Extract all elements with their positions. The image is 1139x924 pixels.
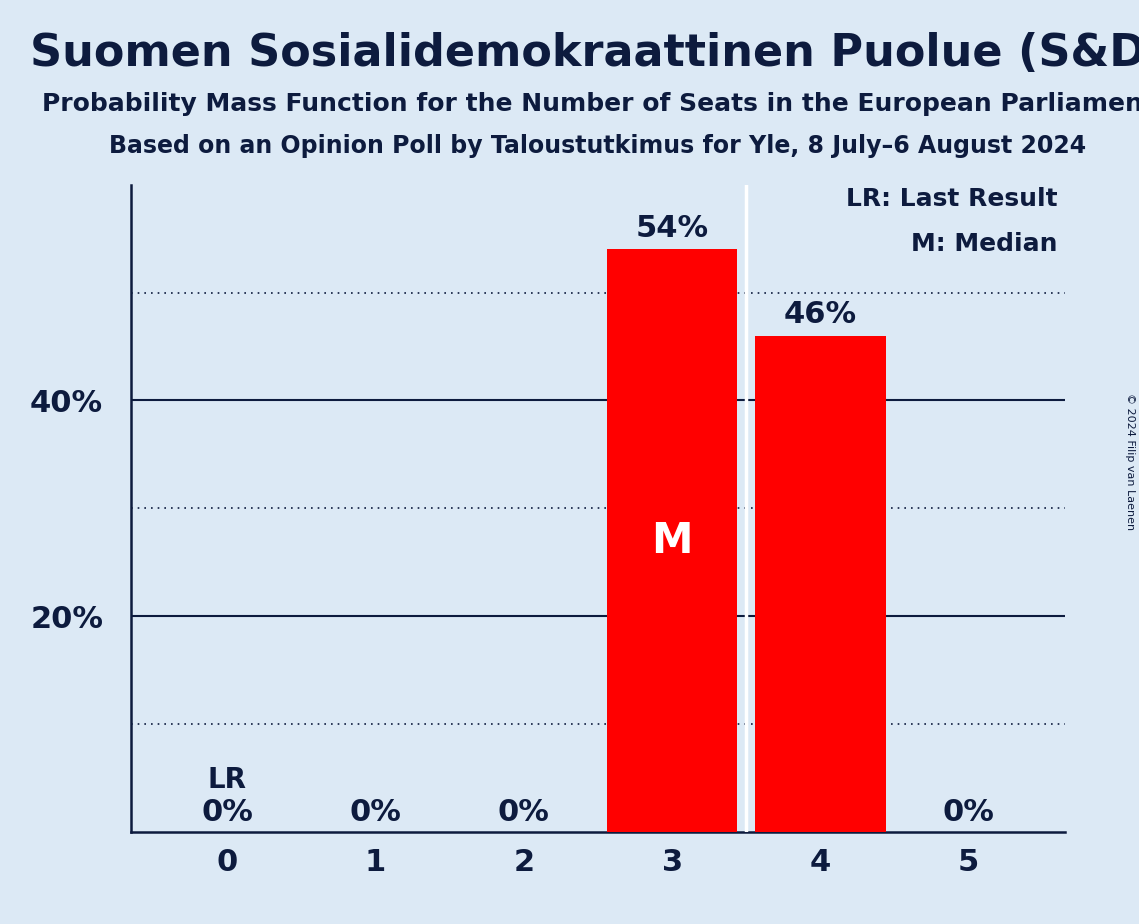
Text: 0%: 0%	[202, 797, 253, 827]
Text: 46%: 46%	[784, 300, 857, 329]
Text: 0%: 0%	[498, 797, 550, 827]
Text: © 2024 Filip van Laenen: © 2024 Filip van Laenen	[1125, 394, 1134, 530]
Text: M: Median: M: Median	[911, 232, 1057, 256]
Text: LR: Last Result: LR: Last Result	[846, 187, 1057, 211]
Text: 0%: 0%	[350, 797, 402, 827]
Text: M: M	[652, 519, 693, 562]
Text: Based on an Opinion Poll by Taloustutkimus for Yle, 8 July–6 August 2024: Based on an Opinion Poll by Taloustutkim…	[109, 134, 1087, 158]
Text: Suomen Sosialidemokraattinen Puolue (S&D): Suomen Sosialidemokraattinen Puolue (S&D…	[30, 32, 1139, 76]
Bar	[607, 249, 737, 832]
Text: 0%: 0%	[943, 797, 994, 827]
Bar	[755, 335, 886, 832]
Text: LR: LR	[207, 766, 247, 794]
Text: Probability Mass Function for the Number of Seats in the European Parliament: Probability Mass Function for the Number…	[41, 92, 1139, 116]
Text: 54%: 54%	[636, 214, 708, 243]
